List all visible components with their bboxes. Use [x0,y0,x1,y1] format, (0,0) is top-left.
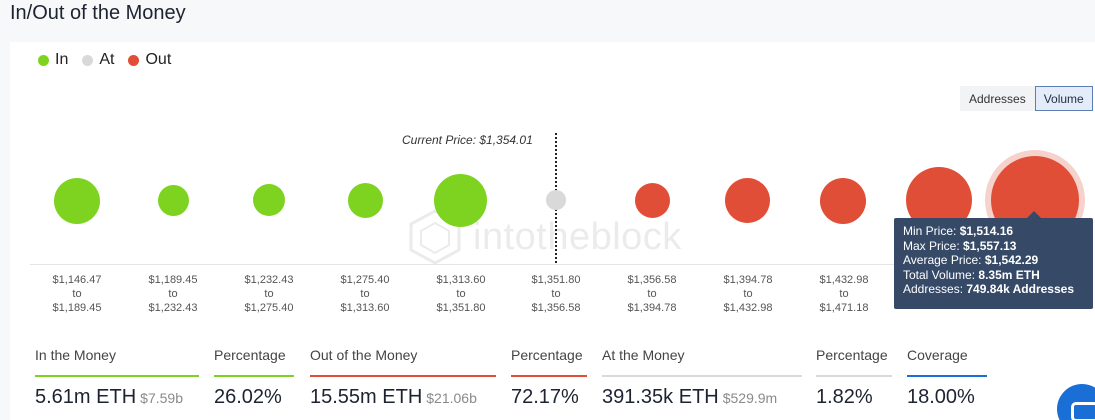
bubble-range-4[interactable] [348,183,383,218]
stat-out-percentage: Percentage 72.17% [511,347,587,409]
range-label-2: $1,189.45 to $1,232.43 [148,274,198,314]
bubble-range-5[interactable] [434,174,487,227]
stat-at-label: At the Money [602,347,685,363]
legend-at-label: At [99,51,115,68]
stat-at-the-money: At the Money 391.35k ETH $529.9m [602,347,802,409]
stat-in-bar [35,375,199,377]
range-label-8: $1,394.78 to $1,432.98 [723,274,773,314]
stat-in-the-money: In the Money 5.61m ETH $7.59b [35,347,199,409]
stat-out-bar [310,375,496,377]
bubble-range-7[interactable] [635,183,670,218]
stat-coverage-label: Coverage [907,347,968,363]
stat-out-pct-value: 72.17% [511,386,579,408]
tooltip-arrow [1027,211,1041,218]
legend-in-dot-icon [38,54,49,66]
watermark-text: intotheblock [473,215,682,258]
bubble-range-9[interactable] [820,178,866,224]
bubble-range-6[interactable] [546,190,566,210]
legend-out-label: Out [145,51,172,68]
stat-in-pct-bar [214,375,294,377]
range-label-7: $1,356.58 to $1,394.78 [627,274,677,314]
stat-out-label: Out of the Money [310,347,418,363]
range-label-4: $1,275.40 to $1,313.60 [340,274,390,314]
legend-item-at[interactable]: At [82,51,114,69]
legend: In At Out [38,51,171,69]
stat-out-pct-bar [511,375,587,377]
addresses-toggle-button[interactable]: Addresses [960,86,1035,111]
stat-out-pct-label: Percentage [511,347,583,363]
range-label-5: $1,313.60 to $1,351.80 [436,274,486,314]
bubble-range-1[interactable] [54,178,100,224]
stat-at-value: 391.35k ETH $529.9m [602,386,778,408]
bubble-range-2[interactable] [158,185,189,216]
stat-coverage-bar [907,375,987,377]
stat-at-pct-value: 1.82% [816,386,873,408]
bubble-tooltip: Min Price: $1,514.16 Max Price: $1,557.1… [894,218,1093,309]
stat-at-bar [602,375,802,377]
volume-toggle-button[interactable]: Volume [1034,86,1093,111]
metric-toggle: Addresses Volume [960,86,1093,111]
watermark: intotheblock [405,207,682,267]
legend-out-dot-icon [128,54,140,66]
legend-at-dot-icon [82,54,94,66]
x-axis-line [30,264,1092,265]
bubble-range-3[interactable] [253,184,285,216]
range-label-1: $1,146.47 to $1,189.45 [52,274,102,314]
stat-at-pct-bar [816,375,892,377]
stat-out-of-the-money: Out of the Money 15.55m ETH $21.06b [310,347,496,409]
stat-out-value: 15.55m ETH $21.06b [310,386,477,408]
stat-at-percentage: Percentage 1.82% [816,347,892,409]
legend-item-out[interactable]: Out [128,51,171,69]
stat-in-percentage: Percentage 26.02% [214,347,294,409]
bubble-range-8[interactable] [725,178,770,223]
stat-in-pct-label: Percentage [214,347,286,363]
stat-at-pct-label: Percentage [816,347,888,363]
stat-in-value: 5.61m ETH $7.59b [35,386,183,408]
legend-item-in[interactable]: In [38,51,68,69]
stat-in-label: In the Money [35,347,116,363]
legend-in-label: In [55,51,69,68]
range-label-6: $1,351.80 to $1,356.58 [531,274,581,314]
stat-coverage: Coverage 18.00% [907,347,987,409]
range-label-3: $1,232.43 to $1,275.40 [244,274,294,314]
current-price-label: Current Price: $1,354.01 [402,133,533,147]
range-label-9: $1,432.98 to $1,471.18 [819,274,869,314]
stat-coverage-value: 18.00% [907,386,975,408]
stat-in-pct-value: 26.02% [214,386,282,408]
page-title: In/Out of the Money [10,2,186,24]
